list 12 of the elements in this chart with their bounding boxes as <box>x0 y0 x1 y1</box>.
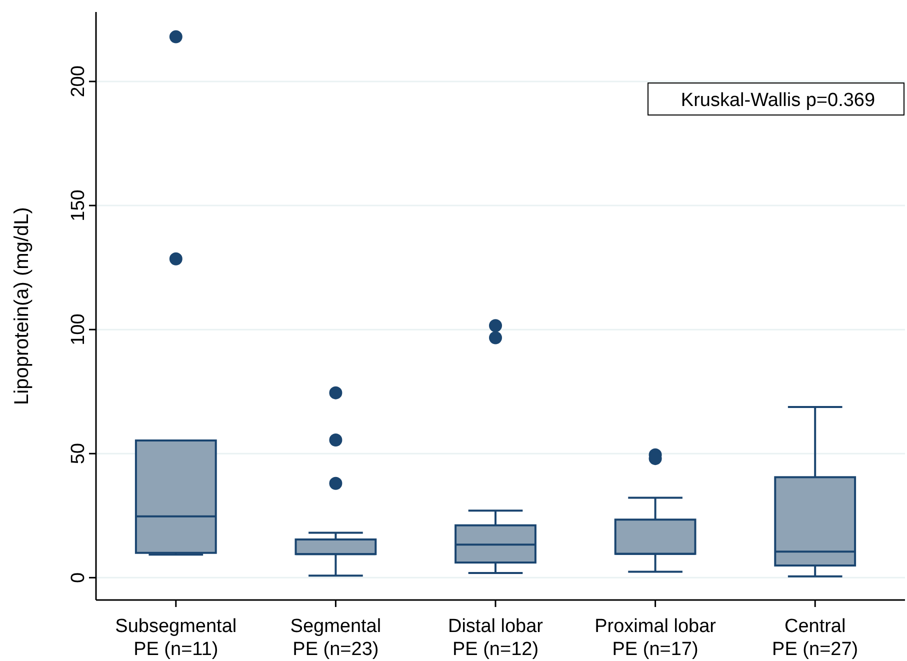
y-tick-label: 150 <box>68 190 89 222</box>
x-tick-label: Distal lobar PE (n=12) <box>448 616 544 660</box>
x-tick-label: Segmental PE (n=23) <box>290 616 382 660</box>
y-tick-label: 0 <box>68 572 89 583</box>
y-tick-label: 100 <box>68 314 89 346</box>
annotation: Kruskal-Wallis p=0.369 <box>680 90 876 111</box>
x-tick-label: Proximal lobar PE (n=17) <box>594 616 717 660</box>
x-tick-label: Subsegmental PE (n=11) <box>115 616 237 660</box>
x-tick-label: Central PE (n=27) <box>772 616 858 660</box>
y-tick-label: 200 <box>68 66 89 98</box>
y-tick-label: 50 <box>68 443 89 464</box>
y-axis-title: Lipoprotein(a) (mg/dL) <box>11 207 33 405</box>
